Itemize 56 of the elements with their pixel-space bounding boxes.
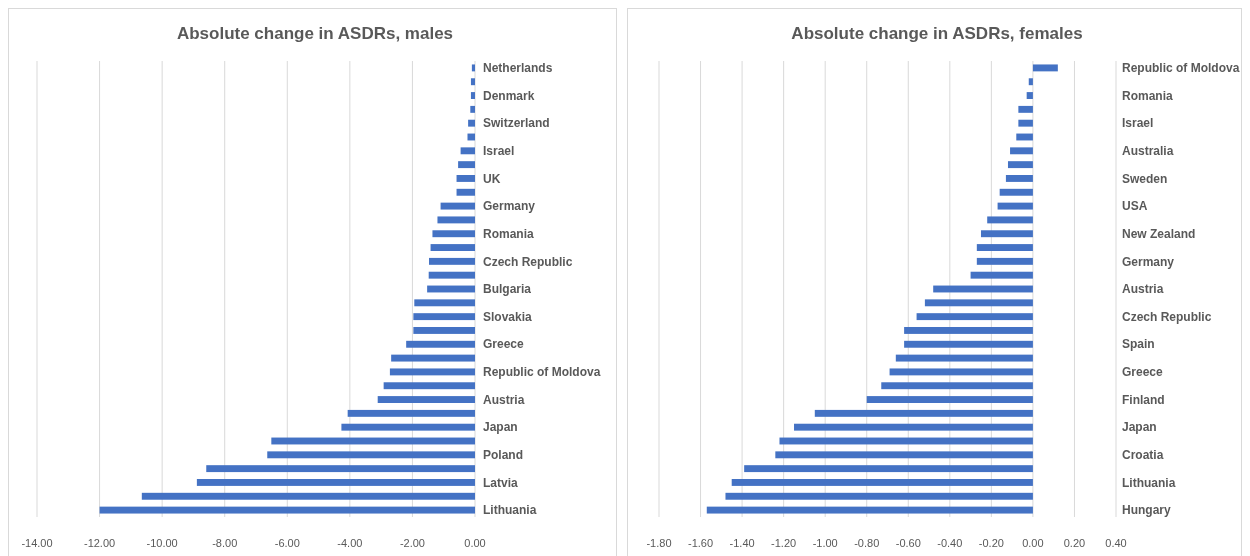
y-tick-label: Finland <box>1122 392 1165 407</box>
y-tick-label: Lithuania <box>1122 475 1176 490</box>
x-tick-label: -8.00 <box>212 537 238 549</box>
y-tick-label: Japan <box>483 420 518 435</box>
y-tick-label: Greece <box>483 337 525 352</box>
y-tick-label: Romania <box>1122 88 1174 103</box>
x-tick-label: -1.60 <box>688 537 714 549</box>
x-tick-label: 0.00 <box>464 537 486 549</box>
x-tick-label: -6.00 <box>274 537 300 549</box>
x-tick-label: -0.40 <box>937 537 963 549</box>
x-tick-label: -1.80 <box>646 537 672 549</box>
y-tick-label: Hungary <box>1122 503 1172 518</box>
y-tick-label: Austria <box>1122 282 1164 297</box>
y-tick-label: Croatia <box>1122 448 1164 463</box>
y-tick-label: Austria <box>483 392 525 407</box>
y-tick-label: Slovakia <box>483 309 533 324</box>
y-tick-label: Czech Republic <box>1122 309 1212 324</box>
x-tick-label: -0.60 <box>895 537 921 549</box>
y-tick-label: Spain <box>1122 337 1155 352</box>
y-tick-label: Germany <box>1122 254 1175 269</box>
chart-title: Absolute change in ASDRs, females <box>791 24 1083 43</box>
x-tick-label: 0.00 <box>1022 537 1044 549</box>
x-tick-label: -1.40 <box>729 537 755 549</box>
chart-title: Absolute change in ASDRs, males <box>176 24 454 43</box>
y-tick-label: Czech Republic <box>483 254 573 269</box>
x-tick-label: -0.20 <box>978 537 1004 549</box>
x-tick-label: -4.00 <box>337 537 363 549</box>
x-tick-label: 0.40 <box>1105 537 1127 549</box>
y-tick-label: Netherlands <box>483 61 553 76</box>
y-tick-label: Denmark <box>483 88 535 103</box>
y-tick-label: Romania <box>483 226 534 241</box>
x-tick-label: -14.00 <box>21 537 53 549</box>
y-tick-label: Japan <box>1122 420 1157 435</box>
x-tick-label: -1.00 <box>812 537 838 549</box>
y-tick-label: Sweden <box>1122 171 1168 186</box>
y-tick-label: Australia <box>1122 144 1174 159</box>
x-tick-label: -1.20 <box>771 537 797 549</box>
y-tick-label: New Zealand <box>1122 226 1196 241</box>
x-tick-label: -0.80 <box>854 537 880 549</box>
x-tick-label: 0.20 <box>1063 537 1086 549</box>
y-tick-label: USA <box>1122 199 1148 214</box>
y-tick-label: Switzerland <box>483 116 550 131</box>
y-tick-label: Bulgaria <box>483 282 532 297</box>
y-tick-label: Israel <box>1122 116 1154 131</box>
x-tick-label: -12.00 <box>83 537 116 549</box>
y-tick-label: UK <box>483 171 501 186</box>
y-tick-label: Germany <box>483 199 536 214</box>
y-tick-label: Poland <box>483 448 524 463</box>
y-tick-label: Greece <box>1122 365 1164 380</box>
x-tick-label: -2.00 <box>399 537 425 549</box>
x-tick-label: -10.00 <box>146 537 178 549</box>
y-tick-label: Latvia <box>483 475 519 490</box>
y-tick-label: Republic of Moldova <box>1122 61 1240 76</box>
y-tick-label: Israel <box>483 144 515 159</box>
y-tick-label: Lithuania <box>483 503 537 518</box>
y-tick-label: Republic of Moldova <box>483 365 601 380</box>
